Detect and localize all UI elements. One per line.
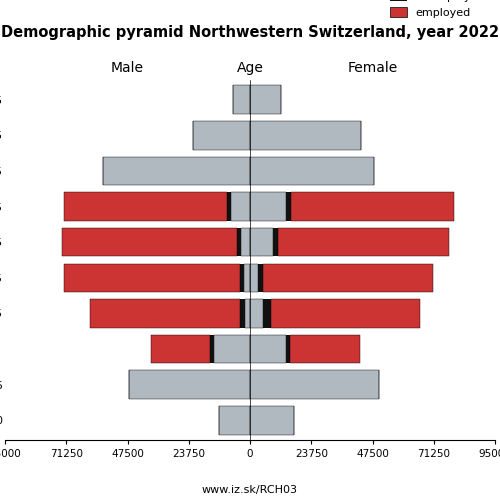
- Bar: [250, 370, 379, 399]
- Bar: [250, 228, 273, 256]
- Bar: [250, 406, 294, 434]
- Bar: [233, 86, 250, 114]
- Bar: [250, 86, 281, 114]
- Text: www.iz.sk/RCH03: www.iz.sk/RCH03: [202, 485, 298, 495]
- Bar: [250, 299, 263, 328]
- Bar: [273, 228, 278, 256]
- Bar: [241, 228, 250, 256]
- Text: Female: Female: [348, 61, 398, 75]
- Bar: [64, 264, 240, 292]
- Bar: [219, 406, 250, 434]
- Bar: [290, 335, 360, 364]
- Bar: [103, 156, 250, 185]
- Bar: [240, 299, 245, 328]
- Bar: [194, 121, 250, 150]
- Bar: [263, 264, 433, 292]
- Bar: [245, 299, 250, 328]
- Bar: [237, 228, 241, 256]
- Text: Male: Male: [111, 61, 144, 75]
- Legend: inactive, unemployed, employed: inactive, unemployed, employed: [386, 0, 490, 22]
- Bar: [292, 192, 454, 221]
- Bar: [230, 192, 250, 221]
- Bar: [263, 299, 270, 328]
- Text: Demographic pyramid Northwestern Switzerland, year 2022: Demographic pyramid Northwestern Switzer…: [1, 25, 499, 40]
- Bar: [250, 335, 286, 364]
- Bar: [244, 264, 250, 292]
- Bar: [278, 228, 448, 256]
- Bar: [240, 264, 244, 292]
- Bar: [62, 228, 237, 256]
- Bar: [129, 370, 250, 399]
- Bar: [250, 264, 258, 292]
- Bar: [150, 335, 210, 364]
- Bar: [90, 299, 240, 328]
- Bar: [286, 335, 290, 364]
- Text: Age: Age: [236, 61, 264, 75]
- Bar: [250, 156, 374, 185]
- Bar: [258, 264, 263, 292]
- Bar: [286, 192, 292, 221]
- Bar: [64, 192, 227, 221]
- Bar: [214, 335, 250, 364]
- Bar: [250, 192, 286, 221]
- Bar: [227, 192, 230, 221]
- Bar: [210, 335, 214, 364]
- Bar: [250, 121, 361, 150]
- Bar: [270, 299, 420, 328]
